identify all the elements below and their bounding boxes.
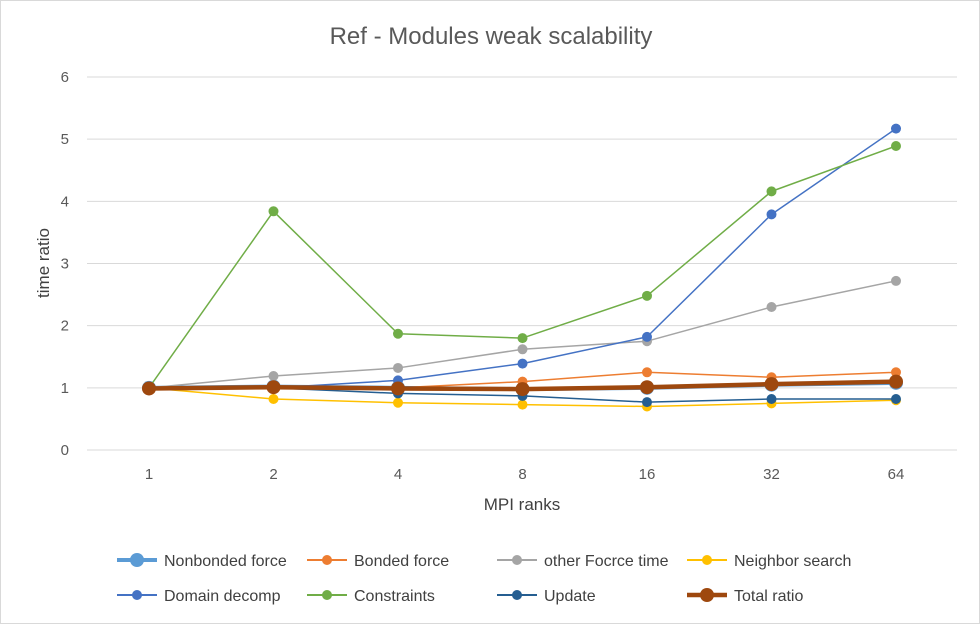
legend-swatch-marker xyxy=(322,555,332,565)
data-point xyxy=(766,302,777,313)
data-point xyxy=(268,206,279,217)
legend-swatch-marker xyxy=(700,588,714,602)
y-tick-label: 5 xyxy=(61,131,69,148)
legend-swatch-marker xyxy=(702,555,712,565)
data-point xyxy=(891,275,901,286)
legend-swatch-marker xyxy=(132,590,142,600)
x-axis-title: MPI ranks xyxy=(484,495,561,514)
data-point xyxy=(517,333,528,344)
y-tick-label: 3 xyxy=(61,256,69,273)
legend-item: Domain decomp xyxy=(117,588,281,605)
legend-swatch-marker xyxy=(512,590,522,600)
data-point xyxy=(266,380,281,395)
data-point xyxy=(889,374,903,389)
y-tick-label: 1 xyxy=(61,380,69,397)
y-tick-label: 4 xyxy=(61,193,69,210)
data-point xyxy=(142,381,156,396)
data-point xyxy=(642,397,652,408)
data-point xyxy=(391,381,405,396)
x-tick-label: 4 xyxy=(394,466,402,483)
legend-item: Update xyxy=(497,588,596,605)
x-tick-label: 1 xyxy=(145,466,153,483)
x-tick-label: 2 xyxy=(269,466,277,483)
data-point xyxy=(515,382,530,397)
chart-title: Ref - Modules weak scalability xyxy=(330,23,653,50)
legend-label: Nonbonded force xyxy=(164,553,287,570)
data-point xyxy=(891,394,901,405)
data-point xyxy=(642,290,652,301)
data-point xyxy=(517,399,528,410)
legend-item: Bonded force xyxy=(307,553,449,570)
data-point xyxy=(766,209,777,220)
legend-label: Total ratio xyxy=(734,588,803,605)
y-tick-label: 0 xyxy=(61,442,69,459)
data-point xyxy=(268,371,279,382)
legend-item: Constraints xyxy=(307,588,435,605)
x-tick-label: 16 xyxy=(639,466,656,483)
legend-label: Update xyxy=(544,588,596,605)
data-point xyxy=(517,344,528,355)
data-point xyxy=(766,186,777,197)
y-axis-ticks: 0 1 2 3 4 5 6 xyxy=(61,69,69,459)
legend-label: Neighbor search xyxy=(734,553,851,570)
y-axis-title: time ratio xyxy=(34,228,53,298)
data-point xyxy=(393,397,403,408)
legend-swatch-marker xyxy=(512,555,522,565)
data-point xyxy=(268,394,279,405)
legend-swatch-marker xyxy=(130,553,144,567)
x-tick-label: 64 xyxy=(888,466,905,483)
legend-label: Constraints xyxy=(354,588,435,605)
data-point xyxy=(891,367,901,378)
data-point xyxy=(393,328,403,339)
data-point xyxy=(764,377,779,392)
legend-label: Domain decomp xyxy=(164,588,281,605)
series-constraints xyxy=(144,141,901,393)
legend-item: Nonbonded force xyxy=(117,553,287,570)
data-point xyxy=(517,358,528,369)
x-tick-label: 8 xyxy=(518,466,526,483)
legend-item: Total ratio xyxy=(687,588,803,605)
legend-swatch-marker xyxy=(322,590,332,600)
legend: Nonbonded force Bonded force other Focrce … xyxy=(117,553,851,605)
x-tick-label: 32 xyxy=(763,466,780,483)
y-tick-label: 2 xyxy=(61,318,69,335)
data-point xyxy=(393,362,403,373)
data-point xyxy=(766,394,777,405)
series-layer xyxy=(142,123,903,412)
legend-label: other Focrce time xyxy=(544,553,669,570)
legend-item: other Focrce time xyxy=(497,553,669,570)
legend-label: Bonded force xyxy=(354,553,449,570)
series-total-ratio xyxy=(142,374,903,397)
legend-item: Neighbor search xyxy=(687,553,851,570)
y-tick-label: 6 xyxy=(61,69,69,86)
data-point xyxy=(891,123,901,134)
data-point xyxy=(640,380,654,395)
data-point xyxy=(642,367,652,378)
data-point xyxy=(891,141,901,152)
x-axis-ticks: 1 2 4 8 16 32 64 xyxy=(145,466,905,483)
data-point xyxy=(642,331,652,342)
